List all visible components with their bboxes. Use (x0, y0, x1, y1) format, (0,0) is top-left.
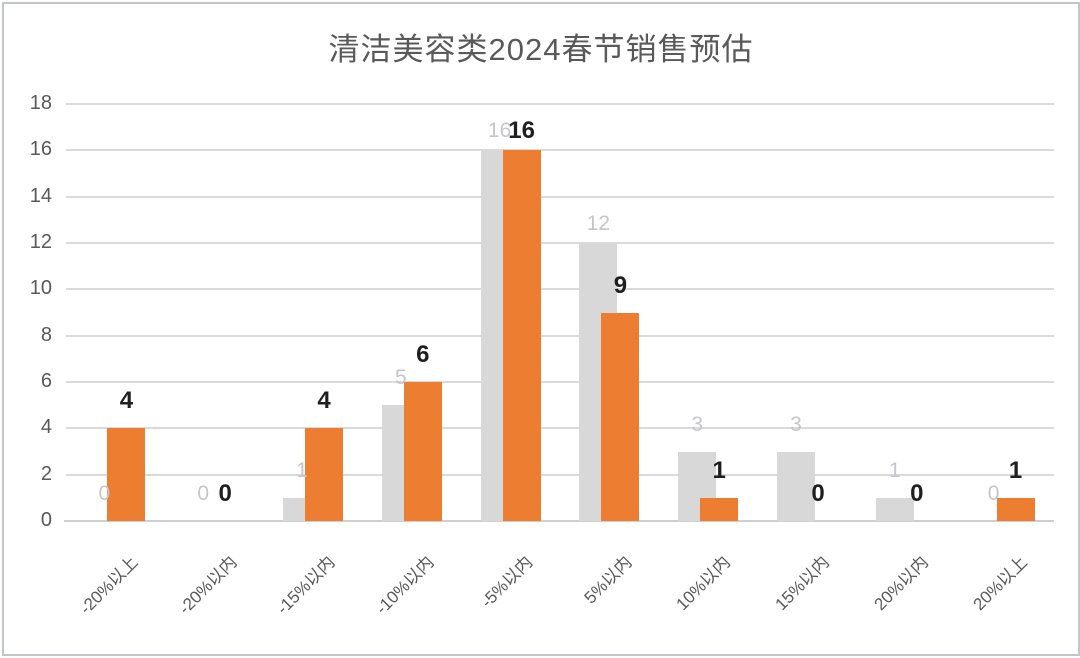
plot-area: 0 4 -20%以上 0 0 -20%以内 1 4 -15%以内 5 6 -10%以内 16 16 -5%以… (64, 103, 1054, 618)
y-axis-tick-label: 6 (40, 370, 52, 392)
data-label-orange: 9 (613, 271, 628, 299)
data-label-gray: 3 (790, 412, 802, 436)
data-label-gray: 16 (487, 119, 512, 143)
y-axis-tick-label: 18 (29, 92, 52, 114)
y-axis-tick-label: 4 (40, 416, 52, 439)
x-axis-category-label: 20%以内 (870, 552, 932, 615)
data-label-orange: 6 (416, 341, 430, 368)
data-label-gray: 0 (98, 482, 111, 505)
data-label-gray: 3 (691, 412, 704, 436)
bar-orange-series (601, 312, 640, 521)
x-axis-category-label: 20%以上 (969, 552, 1031, 615)
y-axis-tick-label: 2 (40, 462, 52, 485)
data-label-orange: 4 (317, 387, 331, 415)
bar-orange-series (502, 150, 541, 521)
gridline (66, 149, 1054, 152)
x-axis-category-label: -10%以内 (372, 552, 438, 619)
bar-orange-series (403, 382, 442, 521)
gridline (66, 103, 1054, 105)
gridline (66, 473, 1054, 476)
data-label-orange: 1 (712, 456, 726, 484)
data-label-orange: 0 (218, 480, 232, 507)
data-label-gray: 0 (987, 482, 1000, 505)
data-label-gray: 1 (296, 458, 308, 482)
gridline (66, 427, 1054, 430)
y-axis-tick-label: 10 (29, 277, 52, 300)
x-axis-category-label: 10%以内 (672, 552, 735, 615)
data-label-gray: 1 (888, 458, 901, 482)
data-label-orange: 16 (508, 117, 535, 145)
x-axis-category-label: -5%以内 (477, 552, 537, 612)
y-axis-tick-label: 16 (29, 138, 52, 161)
chart-title: 清洁美容类2024春节销售预估 (328, 32, 754, 67)
gridline (66, 195, 1054, 198)
x-axis-line (64, 520, 1054, 522)
x-axis-category-label: -15%以内 (273, 552, 339, 619)
data-label-orange: 1 (1008, 456, 1023, 484)
x-axis-category-label: 15%以内 (771, 552, 833, 615)
bar-orange-series (107, 428, 146, 521)
data-label-gray: 0 (197, 482, 210, 505)
bar-gray-series (777, 451, 815, 521)
y-axis-tick-label: 14 (29, 184, 52, 207)
bar-gray-series (875, 497, 914, 521)
x-axis-category-label: -20%以内 (174, 552, 241, 619)
y-axis-tick-label: 0 (40, 509, 52, 531)
bar-orange-series (700, 497, 739, 521)
bar-orange-series (305, 428, 343, 521)
data-label-orange: 4 (119, 387, 134, 415)
gridline (66, 242, 1054, 244)
bar-orange-series (996, 497, 1035, 521)
y-axis-tick-label: 8 (40, 323, 52, 346)
y-axis-tick-label: 12 (29, 231, 52, 253)
data-label-orange: 0 (910, 480, 924, 507)
data-label-gray: 5 (394, 366, 407, 390)
gridline (66, 334, 1054, 337)
x-axis-category-label: -20%以上 (75, 552, 142, 619)
data-label-gray: 12 (586, 212, 611, 235)
data-label-orange: 0 (811, 480, 825, 507)
x-axis-category-label: 5%以内 (580, 552, 636, 608)
gridline (66, 381, 1054, 383)
gridline (66, 288, 1054, 291)
